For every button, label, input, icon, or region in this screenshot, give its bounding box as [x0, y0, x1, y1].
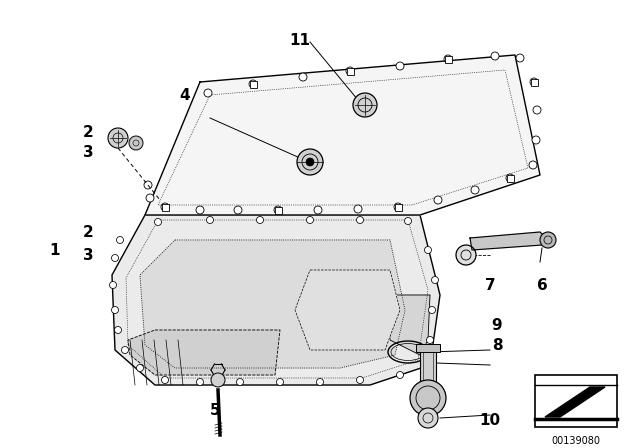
Circle shape: [299, 73, 307, 81]
Circle shape: [306, 158, 314, 166]
Circle shape: [529, 161, 537, 169]
Polygon shape: [295, 270, 400, 350]
Circle shape: [257, 216, 264, 224]
Circle shape: [354, 205, 362, 213]
Circle shape: [109, 281, 116, 289]
Circle shape: [276, 379, 284, 385]
Text: 9: 9: [492, 318, 502, 332]
Circle shape: [144, 181, 152, 189]
Bar: [346, 68, 353, 74]
Circle shape: [122, 346, 129, 353]
Circle shape: [207, 216, 214, 224]
Polygon shape: [140, 240, 405, 368]
Polygon shape: [470, 232, 546, 250]
Circle shape: [397, 371, 403, 379]
Circle shape: [456, 245, 476, 265]
Polygon shape: [390, 295, 430, 355]
Circle shape: [404, 217, 412, 224]
Circle shape: [491, 52, 499, 60]
Circle shape: [410, 380, 446, 416]
Text: 3: 3: [83, 247, 93, 263]
Circle shape: [540, 232, 556, 248]
Circle shape: [346, 67, 354, 75]
Circle shape: [116, 237, 124, 244]
Bar: [275, 207, 282, 214]
Circle shape: [506, 174, 514, 182]
Text: 4: 4: [180, 87, 190, 103]
Circle shape: [471, 186, 479, 194]
Bar: [394, 203, 401, 211]
Circle shape: [154, 219, 161, 225]
Circle shape: [111, 254, 118, 262]
Text: 2: 2: [83, 125, 93, 139]
Circle shape: [108, 128, 128, 148]
Circle shape: [237, 379, 243, 385]
Text: 11: 11: [289, 33, 310, 47]
Circle shape: [297, 149, 323, 175]
Bar: [161, 203, 168, 211]
Text: 8: 8: [492, 337, 502, 353]
Circle shape: [444, 55, 452, 63]
Circle shape: [394, 203, 402, 211]
Circle shape: [356, 376, 364, 383]
Polygon shape: [545, 387, 605, 417]
Bar: [535, 375, 617, 427]
Circle shape: [353, 93, 377, 117]
Text: 1: 1: [50, 242, 60, 258]
Circle shape: [161, 203, 169, 211]
Text: 7: 7: [484, 277, 495, 293]
Text: 3: 3: [83, 145, 93, 159]
Circle shape: [356, 216, 364, 224]
Circle shape: [129, 136, 143, 150]
Circle shape: [418, 408, 438, 428]
Circle shape: [516, 54, 524, 62]
Circle shape: [532, 136, 540, 144]
Text: 00139080: 00139080: [552, 436, 600, 446]
Polygon shape: [112, 215, 440, 385]
Circle shape: [249, 80, 257, 88]
Circle shape: [111, 306, 118, 314]
Bar: [250, 81, 257, 87]
Circle shape: [161, 376, 168, 383]
Circle shape: [530, 78, 538, 86]
Bar: [416, 344, 440, 352]
Circle shape: [424, 358, 431, 366]
Bar: [420, 348, 436, 393]
Bar: [423, 348, 433, 393]
Circle shape: [274, 206, 282, 214]
Circle shape: [211, 373, 225, 387]
Circle shape: [307, 216, 314, 224]
Polygon shape: [145, 55, 540, 215]
Circle shape: [314, 206, 322, 214]
Circle shape: [234, 206, 242, 214]
Circle shape: [196, 206, 204, 214]
Circle shape: [136, 365, 143, 371]
Circle shape: [429, 306, 435, 314]
Circle shape: [434, 196, 442, 204]
Text: 10: 10: [479, 413, 500, 427]
Circle shape: [204, 89, 212, 97]
Circle shape: [317, 379, 323, 385]
Text: 6: 6: [536, 277, 547, 293]
Circle shape: [115, 327, 122, 333]
Text: 5: 5: [210, 402, 220, 418]
Text: 2: 2: [83, 224, 93, 240]
Circle shape: [431, 276, 438, 284]
Bar: [506, 175, 513, 181]
Bar: [531, 78, 538, 86]
Circle shape: [533, 106, 541, 114]
Circle shape: [196, 379, 204, 385]
Polygon shape: [128, 330, 280, 375]
Bar: [445, 56, 451, 63]
Circle shape: [146, 194, 154, 202]
Circle shape: [396, 62, 404, 70]
Circle shape: [426, 336, 433, 344]
Circle shape: [424, 246, 431, 254]
